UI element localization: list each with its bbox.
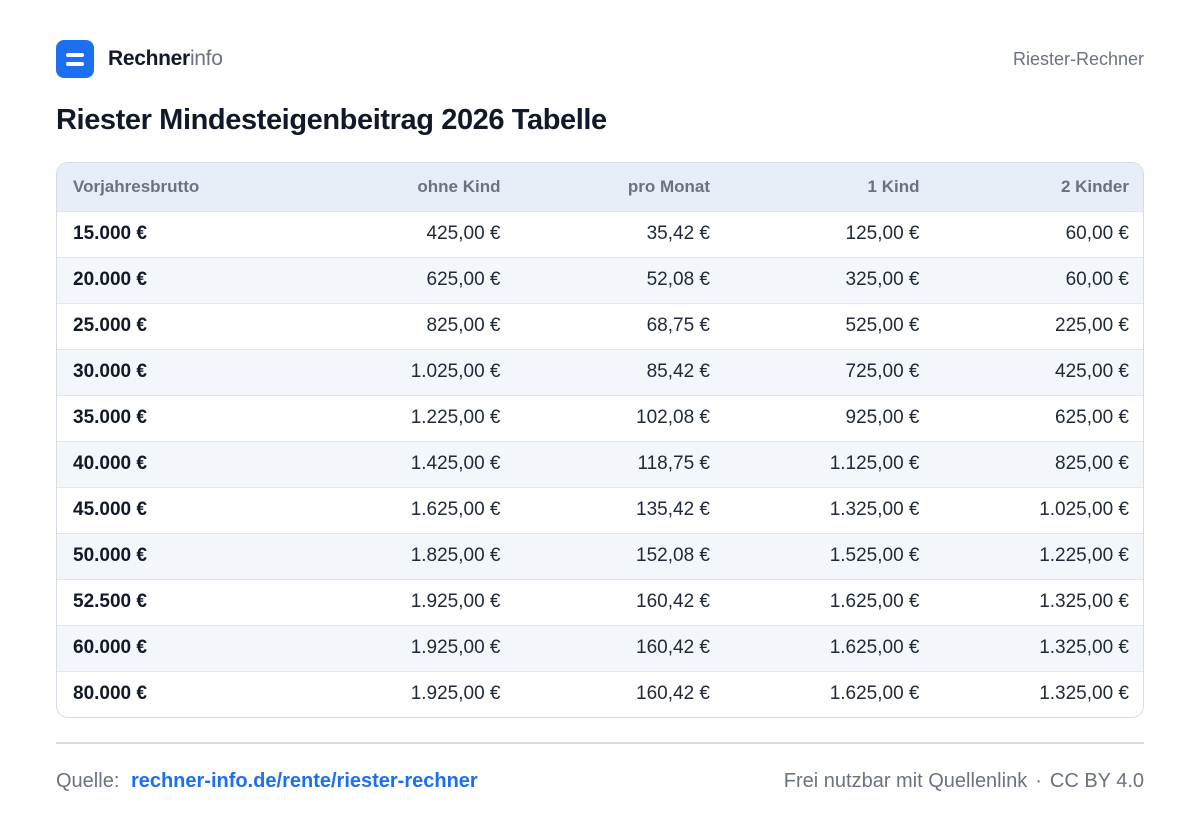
amount-cell: 1.225,00 € [410,407,501,428]
column-header: Vorjahresbrutto [73,176,200,196]
amount-cell: 1.225,00 € [1039,545,1129,566]
amount-cell: 425,00 € [426,223,501,244]
header-calculator-label: Riester-Rechner [1012,48,1144,69]
amount-cell: 725,00 € [845,361,920,382]
income-cell: 30.000 € [73,361,147,382]
column-header: 2 Kinder [1060,176,1129,196]
amount-cell: 1.625,00 € [829,683,920,705]
amount-cell: 135,42 € [636,499,710,520]
amount-cell: 1.625,00 € [410,499,501,520]
income-cell: 80.000 € [73,683,147,705]
table-row: 25.000 € 825,00 € 68,75 € 525,00 € 225,00 € [57,303,1143,349]
license-name: CC BY 4.0 [1049,769,1144,792]
amount-cell: 925,00 € [845,407,920,428]
brand-name: Rechnerinfo [108,47,223,71]
table-row: 30.000 € 1.025,00 € 85,42 € 725,00 € 425,00 … [57,349,1143,395]
table-header: Vorjahresbrutto ohne Kind pro Monat 1 Ki… [57,163,1143,211]
amount-cell: 125,00 € [845,223,920,244]
source-link[interactable]: rechner-info.de/rente/riester-rechner [130,769,478,792]
amount-cell: 1.325,00 € [829,499,920,520]
table-row: 35.000 € 1.225,00 € 102,08 € 925,00 € 625,00… [57,395,1143,441]
income-cell: 52.500 € [73,591,147,612]
table-row: 80.000 € 1.925,00 € 160,42 € 1.625,00 € 1.32… [57,671,1143,717]
amount-cell: 1.625,00 € [829,591,920,612]
amount-cell: 825,00 € [1055,453,1129,474]
amount-cell: 1.625,00 € [829,637,920,658]
amount-cell: 1.325,00 € [1039,683,1129,705]
brand-name-main: Rechner [108,47,190,70]
amount-cell: 1.925,00 € [410,683,501,705]
income-cell: 45.000 € [73,499,147,520]
amount-cell: 1.525,00 € [829,545,920,566]
income-cell: 50.000 € [73,545,147,566]
amount-cell: 60,00 € [1065,223,1129,244]
table-row: 15.000 € 425,00 € 35,42 € 125,00 € 60,00 € [57,211,1143,257]
amount-cell: 1.825,00 € [410,545,501,566]
footer-license: Frei nutzbar mit Quellenlink · CC BY 4.0 [784,770,1144,793]
table-body: 15.000 €425,00 €35,42 €125,00 €60,00 €20… [57,211,1143,717]
amount-cell: 1.025,00 € [1039,499,1129,520]
license-text: Frei nutzbar mit Quellenlink [783,769,1028,792]
table-row: 40.000 € 1.425,00 € 118,75 € 1.125,00 € 825,… [57,441,1143,487]
table-header-row: Vorjahresbrutto ohne Kind pro Monat 1 Ki… [57,163,1143,211]
amount-cell: 1.025,00 € [410,361,501,382]
amount-cell: 1.425,00 € [410,453,501,474]
amount-cell: 85,42 € [646,361,710,382]
amount-cell: 68,75 € [646,315,710,336]
amount-cell: 425,00 € [1055,361,1129,382]
amount-cell: 52,08 € [646,269,710,290]
contribution-table: Vorjahresbrutto ohne Kind pro Monat 1 Ki… [57,163,1143,717]
amount-cell: 152,08 € [636,545,710,566]
brand-name-sub: info [189,47,223,70]
brand[interactable]: Rechnerinfo [56,40,223,78]
amount-cell: 825,00 € [426,315,501,336]
page-title: Riester Mindesteigenbeitrag 2026 Tabelle [56,104,607,136]
amount-cell: 118,75 € [637,453,710,474]
table-row: 60.000 € 1.925,00 € 160,42 € 1.625,00 € 1.32… [57,625,1143,671]
amount-cell: 160,42 € [636,683,710,705]
income-cell: 15.000 € [73,223,147,244]
income-cell: 25.000 € [73,315,147,336]
amount-cell: 1.125,00 € [829,453,920,474]
amount-cell: 325,00 € [845,269,920,290]
footer-divider [56,742,1144,744]
amount-cell: 160,42 € [636,591,710,612]
table-row: 45.000 € 1.625,00 € 135,42 € 1.325,00 € 1.02… [57,487,1143,533]
column-header: 1 Kind [867,176,920,196]
amount-cell: 525,00 € [845,315,920,336]
amount-cell: 1.925,00 € [410,637,501,658]
table-row: 52.500 € 1.925,00 € 160,42 € 1.625,00 € 1.32… [57,579,1143,625]
logo-icon [56,40,94,78]
footer-separator: · [1035,769,1042,792]
amount-cell: 225,00 € [1055,315,1129,336]
column-header: ohne Kind [417,176,501,196]
amount-cell: 1.325,00 € [1039,591,1129,612]
amount-cell: 160,42 € [636,637,710,658]
income-cell: 20.000 € [73,269,147,290]
amount-cell: 102,08 € [636,407,710,428]
amount-cell: 1.325,00 € [1039,637,1129,658]
income-cell: 60.000 € [73,637,147,658]
source-label: Quelle: [56,769,120,792]
income-cell: 40.000 € [73,453,147,474]
income-cell: 35.000 € [73,407,147,428]
table-row: 20.000 € 625,00 € 52,08 € 325,00 € 60,00 € [57,257,1143,303]
footer-source: Quelle: rechner-info.de/rente/riester-re… [56,770,478,793]
column-header: pro Monat [627,176,710,196]
contribution-table-container: Vorjahresbrutto ohne Kind pro Monat 1 Ki… [56,162,1144,718]
header: Rechnerinfo Riester-Rechner [56,40,1144,78]
amount-cell: 60,00 € [1065,269,1129,290]
amount-cell: 35,42 € [646,223,710,244]
amount-cell: 1.925,00 € [410,591,501,612]
amount-cell: 625,00 € [1055,407,1129,428]
table-row: 50.000 € 1.825,00 € 152,08 € 1.525,00 € 1.22… [57,533,1143,579]
amount-cell: 625,00 € [426,269,501,290]
footer: Quelle: rechner-info.de/rente/riester-re… [56,766,1144,796]
